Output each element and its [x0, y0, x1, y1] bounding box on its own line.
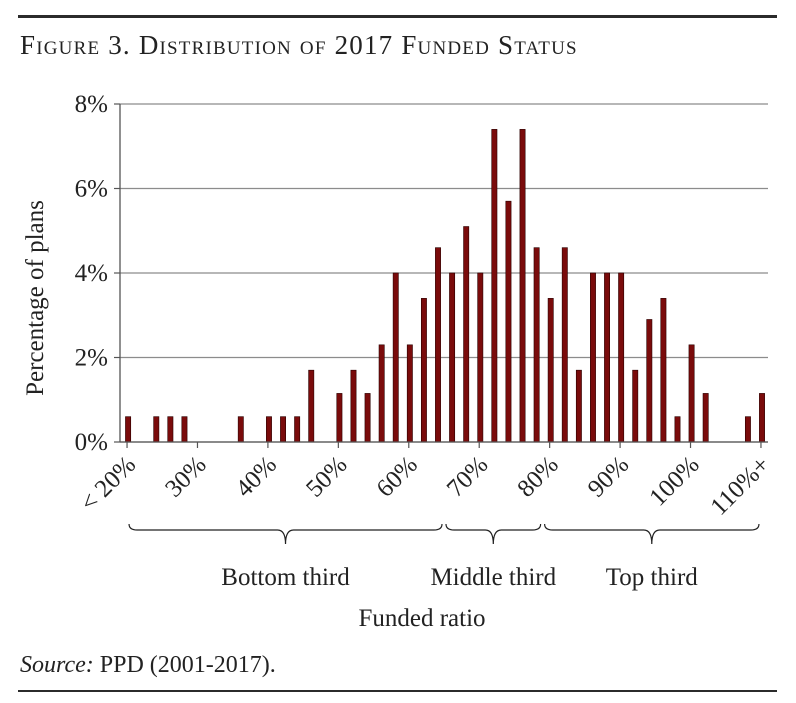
histogram-bar	[575, 369, 582, 443]
group-brace	[544, 523, 760, 545]
group-brackets: Bottom third Middle third Top third	[128, 523, 760, 591]
figure-title: Figure 3. Distribution of 2017 Funded St…	[20, 30, 578, 60]
histogram-bar	[533, 247, 540, 443]
histogram-bar	[618, 272, 625, 443]
histogram-bar	[519, 129, 526, 443]
histogram-bar	[646, 319, 653, 443]
histogram-bar	[378, 344, 385, 443]
group-brace	[128, 523, 443, 545]
histogram-bar	[702, 393, 709, 443]
histogram-bar	[505, 200, 512, 443]
x-tick-label: 110%+	[706, 451, 776, 521]
y-tick-label: 6%	[75, 176, 108, 203]
group-label: Top third	[606, 564, 698, 591]
histogram-bar	[744, 416, 751, 443]
histogram-bar	[632, 369, 639, 443]
histogram-bar	[167, 416, 174, 443]
y-tick-label: 0%	[75, 429, 108, 456]
x-tick-label: 50%	[301, 451, 352, 502]
histogram-bar	[477, 272, 484, 443]
histogram-bar	[660, 298, 667, 443]
x-axis-title: Funded ratio	[358, 605, 485, 632]
histogram-bar	[406, 344, 413, 443]
histogram-bar	[674, 416, 681, 443]
x-tick-label: < 20%	[75, 451, 141, 517]
histogram-bar	[688, 344, 695, 443]
axes	[114, 103, 768, 448]
top-rule	[18, 15, 777, 18]
histogram-bar	[364, 393, 371, 443]
histogram-bar	[237, 416, 244, 443]
source-note: Source: PPD (2001-2017).	[20, 652, 276, 679]
x-tick-label: 30%	[160, 451, 211, 502]
bars	[125, 129, 765, 443]
bottom-rule	[18, 690, 777, 692]
histogram-bar	[153, 416, 160, 443]
y-axis-title: Percentage of plans	[22, 200, 49, 396]
histogram-bar	[491, 129, 498, 443]
y-tick-label: 8%	[75, 91, 108, 118]
x-tick-label: 70%	[442, 451, 493, 502]
x-tick-label: 80%	[512, 451, 563, 502]
x-tick-label: 60%	[372, 451, 423, 502]
histogram-bar	[350, 369, 357, 443]
histogram-bar	[561, 247, 568, 443]
group-label: Bottom third	[221, 564, 350, 591]
group-label: Middle third	[430, 564, 556, 591]
histogram-bar	[449, 272, 456, 443]
histogram-bar	[463, 226, 470, 443]
histogram-bar	[435, 247, 441, 443]
grid-lines	[120, 103, 768, 443]
y-tick-label: 2%	[75, 345, 108, 372]
histogram-bar	[280, 416, 286, 443]
histogram-bar	[420, 298, 427, 443]
histogram-bar	[604, 272, 610, 443]
x-tick-label: 100%	[644, 451, 704, 511]
y-tick-labels: 0% 2% 4% 6% 8%	[75, 91, 108, 456]
histogram-bar	[308, 369, 315, 443]
histogram-bar	[547, 298, 554, 443]
histogram-bar	[294, 416, 301, 443]
histogram-bar	[590, 272, 596, 443]
source-text: PPD (2001-2017).	[93, 652, 276, 678]
histogram-bar	[181, 416, 188, 443]
histogram-bar	[392, 272, 399, 443]
group-brace	[445, 523, 542, 545]
histogram-bar	[266, 416, 272, 443]
histogram-bar	[336, 393, 343, 443]
x-tick-labels: < 20% 30% 40% 50% 60% 70% 80% 90% 100% 110%+	[75, 451, 775, 521]
x-tick-label: 40%	[231, 451, 282, 502]
y-tick-label: 4%	[75, 260, 108, 287]
histogram-bar	[759, 393, 765, 443]
source-label: Source:	[20, 652, 94, 678]
histogram-bar	[125, 416, 132, 443]
x-tick-label: 90%	[583, 451, 634, 502]
